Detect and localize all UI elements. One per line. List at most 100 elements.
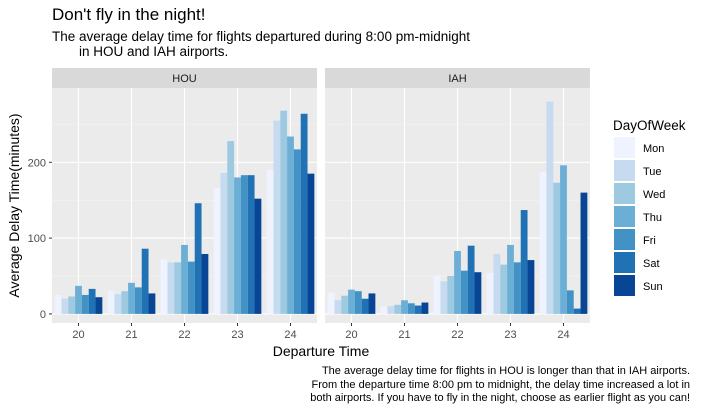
- bar-iah-21-sat: [414, 305, 422, 314]
- x-tick-label: 20: [72, 329, 84, 341]
- bar-iah-22-tue: [440, 281, 448, 314]
- bar-iah-22-thu: [454, 250, 461, 314]
- bar-iah-21-wed: [394, 304, 402, 314]
- bar-iah-22-wed: [447, 276, 455, 314]
- bar-hou-22-tue: [167, 262, 175, 314]
- subtitle-line-2: in HOU and IAH airports.: [79, 44, 229, 59]
- bar-hou-21-sun: [148, 293, 156, 314]
- legend-key-sun: [614, 275, 635, 296]
- legend-label-wed: Wed: [643, 189, 665, 201]
- bar-iah-24-mon: [539, 172, 547, 314]
- bar-iah-23-fri: [513, 262, 521, 314]
- legend-label-fri: Fri: [643, 235, 656, 247]
- x-tick-label: 21: [398, 329, 410, 341]
- y-tick-label: 100: [28, 233, 46, 245]
- chart-title: Don't fly in the night!: [52, 5, 206, 24]
- facet-strip-hou: [52, 68, 317, 88]
- bar-hou-24-wed: [280, 110, 288, 314]
- bar-iah-23-thu: [507, 244, 514, 314]
- x-tick-label: 23: [504, 329, 516, 341]
- bar-iah-20-mon: [327, 292, 335, 314]
- bar-iah-20-thu: [348, 289, 355, 314]
- bar-hou-23-sat: [247, 175, 255, 314]
- bar-iah-22-sat: [467, 245, 475, 314]
- caption-line-1: The average delay time for flights in HO…: [321, 365, 690, 377]
- x-tick-label: 22: [451, 329, 463, 341]
- bar-iah-20-sun: [368, 293, 376, 314]
- x-tick-label: 24: [557, 329, 569, 341]
- legend-label-thu: Thu: [643, 212, 662, 224]
- bar-hou-21-fri: [134, 287, 142, 314]
- bar-iah-22-mon: [433, 276, 441, 314]
- bar-iah-23-wed: [500, 264, 508, 314]
- bar-hou-20-wed: [68, 296, 76, 314]
- bar-hou-24-thu: [287, 136, 294, 314]
- bar-hou-24-tue: [273, 120, 281, 314]
- legend-label-sat: Sat: [643, 258, 660, 270]
- bar-hou-21-tue: [114, 294, 122, 314]
- bar-hou-23-thu: [234, 177, 241, 314]
- bar-hou-24-sun: [307, 173, 315, 314]
- bar-iah-24-wed: [553, 182, 561, 314]
- bar-iah-24-tue: [546, 101, 554, 314]
- bar-hou-21-wed: [121, 291, 129, 314]
- bar-hou-20-sun: [95, 297, 103, 314]
- x-tick-label: 24: [284, 329, 296, 341]
- legend-key-thu: [614, 206, 635, 227]
- legend-label-tue: Tue: [643, 166, 662, 178]
- bar-hou-20-sat: [88, 288, 96, 314]
- legend-key-wed: [614, 183, 635, 204]
- legend-key-tue: [614, 160, 635, 181]
- bar-hou-24-mon: [266, 169, 274, 314]
- chart-caption: The average delay time for flights in HO…: [270, 365, 690, 406]
- x-axis-title: Departure Time: [273, 343, 370, 359]
- x-tick-label: 22: [178, 329, 190, 341]
- facet-label-hou: HOU: [172, 73, 197, 85]
- legend-key-fri: [614, 229, 635, 250]
- bar-iah-21-tue: [387, 306, 395, 314]
- x-tick-label: 20: [345, 329, 357, 341]
- legend-label-sun: Sun: [643, 281, 663, 293]
- bar-hou-22-thu: [181, 244, 188, 314]
- bar-hou-23-mon: [213, 188, 221, 314]
- bar-iah-22-sun: [474, 272, 482, 314]
- bar-hou-24-fri: [293, 149, 301, 314]
- bar-iah-23-sat: [520, 210, 528, 314]
- facet-label-iah: IAH: [448, 73, 466, 85]
- bar-iah-23-sun: [527, 260, 535, 314]
- bar-iah-23-mon: [486, 272, 494, 314]
- bar-iah-20-fri: [354, 291, 362, 314]
- bar-iah-21-fri: [407, 303, 415, 314]
- bar-hou-21-thu: [128, 282, 135, 314]
- bar-iah-21-mon: [380, 306, 388, 314]
- y-axis-title: Average Delay Time(minutes): [6, 113, 22, 297]
- subtitle-line-1: The average delay time for flights depar…: [52, 29, 470, 44]
- bar-iah-23-tue: [493, 254, 501, 314]
- bar-hou-23-fri: [240, 175, 248, 314]
- bar-hou-23-wed: [227, 141, 235, 314]
- chart-subtitle: The average delay time for flights depar…: [52, 29, 470, 59]
- bar-iah-20-wed: [341, 295, 349, 314]
- bar-iah-24-sun: [580, 192, 588, 314]
- bar-iah-21-sun: [421, 302, 429, 314]
- bar-hou-23-sun: [254, 198, 262, 314]
- bar-hou-22-sun: [201, 254, 209, 314]
- bar-hou-23-tue: [220, 172, 228, 314]
- bar-hou-24-sat: [300, 113, 308, 314]
- bar-hou-20-thu: [75, 285, 82, 314]
- bar-iah-20-tue: [334, 300, 342, 314]
- bar-iah-24-sat: [573, 308, 581, 314]
- caption-line-3: both airports. If you have to fly in the…: [310, 392, 690, 404]
- legend-key-sat: [614, 252, 635, 273]
- bar-iah-20-sat: [361, 298, 369, 314]
- bar-hou-21-sat: [141, 248, 149, 314]
- bar-hou-22-sat: [194, 203, 202, 314]
- facet-strip-iah: [325, 68, 590, 88]
- bar-hou-20-mon: [54, 294, 62, 314]
- legend-key-mon: [614, 137, 635, 158]
- x-tick-label: 23: [231, 329, 243, 341]
- legend-title: DayOfWeek: [613, 118, 686, 133]
- bar-iah-21-thu: [401, 300, 408, 314]
